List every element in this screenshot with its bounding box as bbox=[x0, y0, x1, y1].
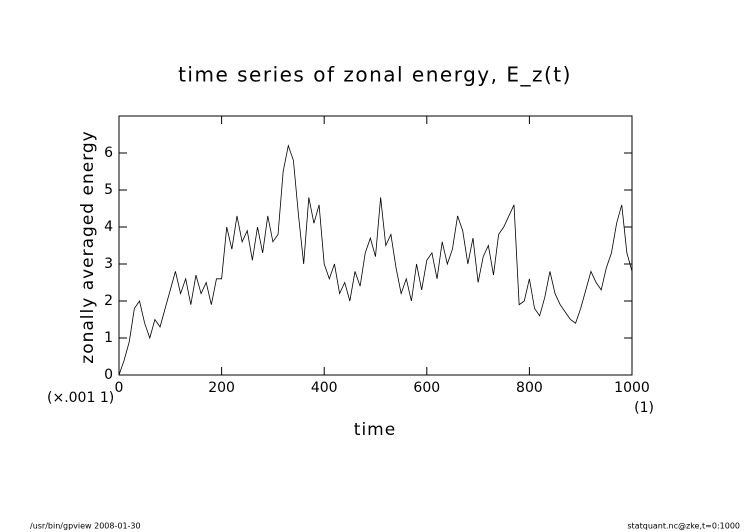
plot-frame bbox=[118, 115, 633, 376]
y-tick-label: 3 bbox=[104, 256, 113, 272]
x-tick-label: 1000 bbox=[614, 380, 650, 396]
y-axis-label: zonally averaged energy bbox=[78, 130, 98, 363]
footer-left: /usr/bin/gpview 2008-01-30 bbox=[30, 522, 141, 531]
y-tick-label: 0 bbox=[104, 367, 113, 383]
data-line bbox=[118, 144, 633, 376]
y-scale-note: (×.001 1) bbox=[47, 390, 114, 406]
x-axis-label: time bbox=[354, 420, 396, 440]
y-tick-label: 1 bbox=[104, 330, 113, 346]
x-tick-label: 600 bbox=[413, 380, 440, 396]
x-tick-label: 400 bbox=[311, 380, 338, 396]
footer-right: statquant.nc@zke,t=0:1000 bbox=[627, 522, 740, 531]
y-tick-label: 2 bbox=[104, 293, 113, 309]
y-tick-label: 4 bbox=[104, 219, 113, 235]
x-tick-label: 200 bbox=[208, 380, 235, 396]
chart-title: time series of zonal energy, E_z(t) bbox=[178, 63, 572, 87]
y-tick-label: 5 bbox=[104, 182, 113, 198]
x-tick-label: 0 bbox=[115, 380, 124, 396]
y-tick-label: 6 bbox=[104, 145, 113, 161]
x-tick-label: 800 bbox=[516, 380, 543, 396]
x-unit-note: (1) bbox=[634, 400, 654, 416]
